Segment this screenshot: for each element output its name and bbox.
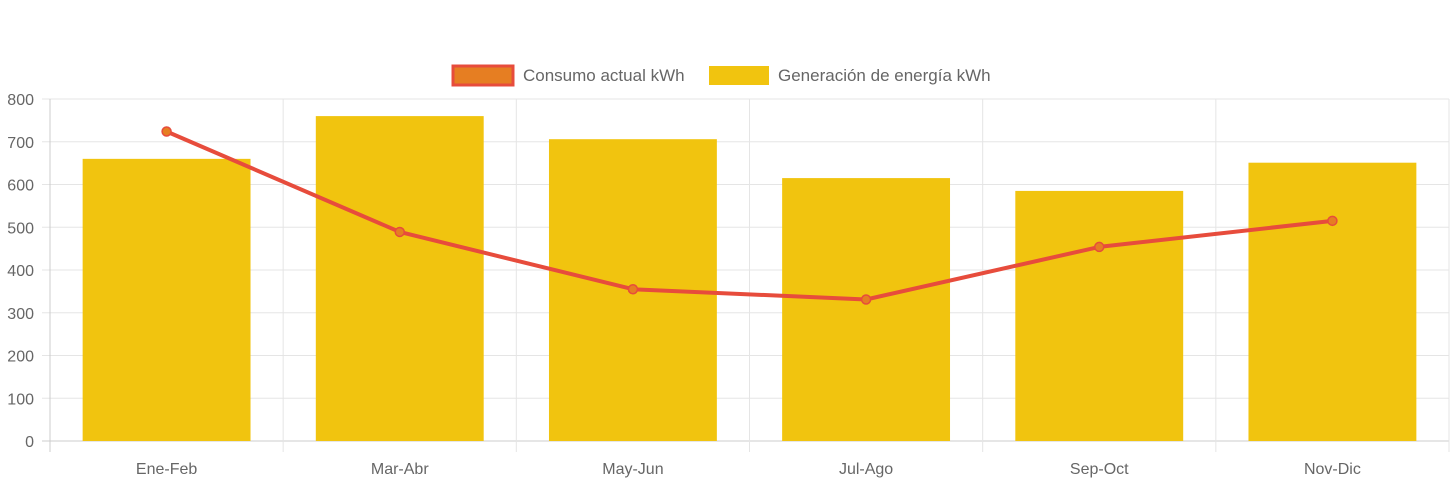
y-tick-label: 400 xyxy=(7,263,34,280)
line-point-consumo[interactable] xyxy=(1094,241,1105,253)
x-tick-label: Mar-Abr xyxy=(371,461,429,478)
y-tick-label: 0 xyxy=(25,434,34,451)
x-tick-label: Sep-Oct xyxy=(1070,461,1129,478)
legend-swatch-generacion xyxy=(709,66,769,85)
legend: Consumo actual kWh Generación de energía… xyxy=(451,64,991,87)
y-tick-label: 700 xyxy=(7,135,34,152)
line-point-consumo[interactable] xyxy=(161,126,172,137)
grid xyxy=(42,98,1450,452)
legend-item-consumo[interactable]: Consumo actual kWh xyxy=(451,64,685,87)
y-tick-label: 500 xyxy=(7,220,34,237)
x-axis-ticks: Ene-Feb Mar-Abr May-Jun Jul-Ago Sep-Oct Nov-D… xyxy=(136,461,1361,478)
y-axis-ticks: 0 100 200 300 400 500 600 700 800 xyxy=(7,92,34,451)
line-path-consumo xyxy=(165,129,1333,302)
bar-generacion[interactable] xyxy=(82,158,251,441)
bar-generacion[interactable] xyxy=(315,116,484,441)
y-tick-label: 600 xyxy=(7,178,34,195)
line-point-consumo[interactable] xyxy=(394,226,405,238)
bar-generacion[interactable] xyxy=(1015,190,1184,441)
line-point-consumo[interactable] xyxy=(860,294,872,305)
legend-item-generacion[interactable]: Generación de energía kWh xyxy=(709,66,991,85)
y-tick-label: 200 xyxy=(7,349,34,366)
line-point-consumo[interactable] xyxy=(627,283,639,295)
y-tick-label: 300 xyxy=(7,306,34,323)
legend-label-consumo: Consumo actual kWh xyxy=(523,66,685,85)
x-tick-label: May-Jun xyxy=(602,461,663,478)
legend-label-generacion: Generación de energía kWh xyxy=(778,66,991,85)
bar-generacion[interactable] xyxy=(782,178,951,441)
x-tick-label: Ene-Feb xyxy=(136,461,197,478)
y-tick-label: 800 xyxy=(7,92,34,109)
x-tick-label: Nov-Dic xyxy=(1304,461,1361,478)
x-tick-label: Jul-Ago xyxy=(839,461,893,478)
line-consumo xyxy=(161,126,1338,305)
bar-generacion[interactable] xyxy=(1248,162,1417,441)
y-tick-label: 100 xyxy=(7,391,34,408)
legend-swatch-consumo xyxy=(451,64,515,87)
line-point-consumo[interactable] xyxy=(1327,215,1338,227)
